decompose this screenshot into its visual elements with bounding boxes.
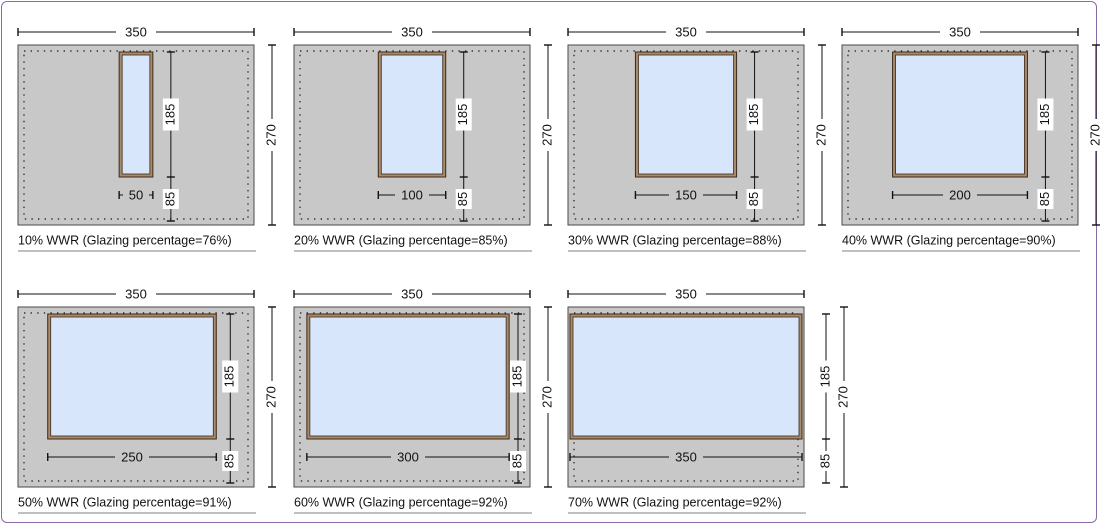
wwr-panel: 350 185 85 300 270 60% WWR (Glazing percentag… (293, 286, 556, 514)
sill-height-label: 85 (455, 192, 470, 206)
window-width-label: 300 (397, 449, 419, 464)
wall-height-label: 270 (539, 124, 554, 146)
label-background (836, 381, 852, 413)
label-background (1088, 119, 1100, 151)
panel-caption: 70% WWR (Glazing percentage=92%) (568, 495, 782, 509)
label-background (455, 98, 472, 131)
window-height-label: 185 (455, 104, 470, 126)
panel-caption: 40% WWR (Glazing percentage=90%) (842, 233, 1056, 247)
label-background (746, 189, 763, 209)
label-background (222, 451, 239, 471)
wall-width-label: 350 (125, 24, 147, 39)
panel-caption: 10% WWR (Glazing percentage=76%) (18, 233, 232, 247)
window-glass (50, 316, 214, 437)
window-glass (121, 54, 151, 175)
window-width-label: 50 (129, 187, 143, 202)
wall-boundary-dots (23, 50, 249, 220)
window-glass (380, 54, 444, 175)
wall-width-label: 350 (125, 286, 147, 301)
label-background (162, 189, 179, 209)
wwr-panel: 350 185 85 150 270 30% WWR (Glazing percentag… (567, 24, 830, 252)
wall-width-label: 350 (401, 24, 423, 39)
wall-boundary-dots (299, 50, 525, 220)
wall-height-label: 270 (263, 386, 278, 408)
wall-height-label: 270 (813, 124, 828, 146)
wall-boundary-dots (299, 312, 525, 482)
window-width-label: 350 (675, 449, 697, 464)
wall-height-label: 270 (835, 386, 850, 408)
label-background (391, 449, 425, 465)
label-background (818, 451, 834, 471)
label-background (1037, 98, 1054, 131)
window-glass (638, 54, 734, 175)
panel-caption: 20% WWR (Glazing percentage=85%) (294, 233, 508, 247)
label-background (669, 449, 703, 465)
sill-height-label: 85 (162, 192, 177, 206)
window-width-label: 150 (675, 187, 697, 202)
label-background (666, 286, 706, 302)
wall-width-label: 350 (675, 24, 697, 39)
label-background (818, 360, 834, 393)
wwr-panel: 350 185 85 200 270 40% WWR (Glazing percentag… (841, 24, 1100, 252)
window-width-label: 100 (401, 187, 423, 202)
window-height-label: 185 (162, 104, 177, 126)
window-glass (309, 316, 507, 437)
label-background (116, 24, 156, 40)
wall-boundary-dots (847, 50, 1073, 220)
wwr-panel: 350 185 85 50 270 10% WWR (Glazing percentage… (17, 24, 280, 252)
window-glass (572, 316, 800, 437)
label-background (666, 24, 706, 40)
label-background (264, 381, 280, 413)
label-background (669, 187, 703, 203)
wall-height-label: 270 (1087, 124, 1100, 146)
window-height-label: 185 (746, 104, 761, 126)
panel-caption: 50% WWR (Glazing percentage=91%) (18, 495, 232, 509)
wall-height-label: 270 (539, 386, 554, 408)
wwr-panel: 350 185 85 350 270 70% WWR (Glazing percentag… (567, 286, 852, 514)
wall-boundary-dots (23, 312, 249, 482)
window-height-label: 185 (1037, 104, 1052, 126)
wall-width-label: 350 (949, 24, 971, 39)
window-width-label: 200 (949, 187, 971, 202)
window-height-label: 185 (222, 366, 237, 388)
label-background (392, 24, 432, 40)
label-background (540, 381, 556, 413)
label-background (264, 119, 280, 151)
label-background (123, 187, 149, 203)
sill-height-label: 85 (222, 454, 237, 468)
sill-height-label: 85 (817, 454, 832, 468)
label-background (540, 119, 556, 151)
sill-height-label: 85 (1037, 192, 1052, 206)
wall-width-label: 350 (401, 286, 423, 301)
wwr-panel: 350 185 85 250 270 50% WWR (Glazing percentag… (17, 286, 280, 514)
panel-caption: 60% WWR (Glazing percentage=92%) (294, 495, 508, 509)
label-background (940, 24, 980, 40)
label-background (392, 286, 432, 302)
label-background (455, 189, 472, 209)
label-background (1037, 189, 1054, 209)
label-background (222, 360, 239, 393)
window-height-label: 185 (817, 366, 832, 388)
label-background (943, 187, 977, 203)
window-height-label: 185 (509, 366, 524, 388)
window-glass (895, 54, 1025, 175)
label-background (116, 286, 156, 302)
window-width-label: 250 (121, 449, 143, 464)
label-background (510, 451, 526, 471)
label-background (162, 98, 179, 131)
sill-height-label: 85 (746, 192, 761, 206)
sill-height-label: 85 (509, 454, 524, 468)
label-background (814, 119, 830, 151)
panel-caption: 30% WWR (Glazing percentage=88%) (568, 233, 782, 247)
wall-width-label: 350 (675, 286, 697, 301)
label-background (746, 98, 763, 131)
wall-boundary-dots (573, 50, 799, 220)
label-background (510, 360, 526, 393)
label-background (115, 449, 149, 465)
label-background (395, 187, 429, 203)
wall-height-label: 270 (263, 124, 278, 146)
wwr-panel: 350 185 85 100 270 20% WWR (Glazing percentag… (293, 24, 556, 252)
